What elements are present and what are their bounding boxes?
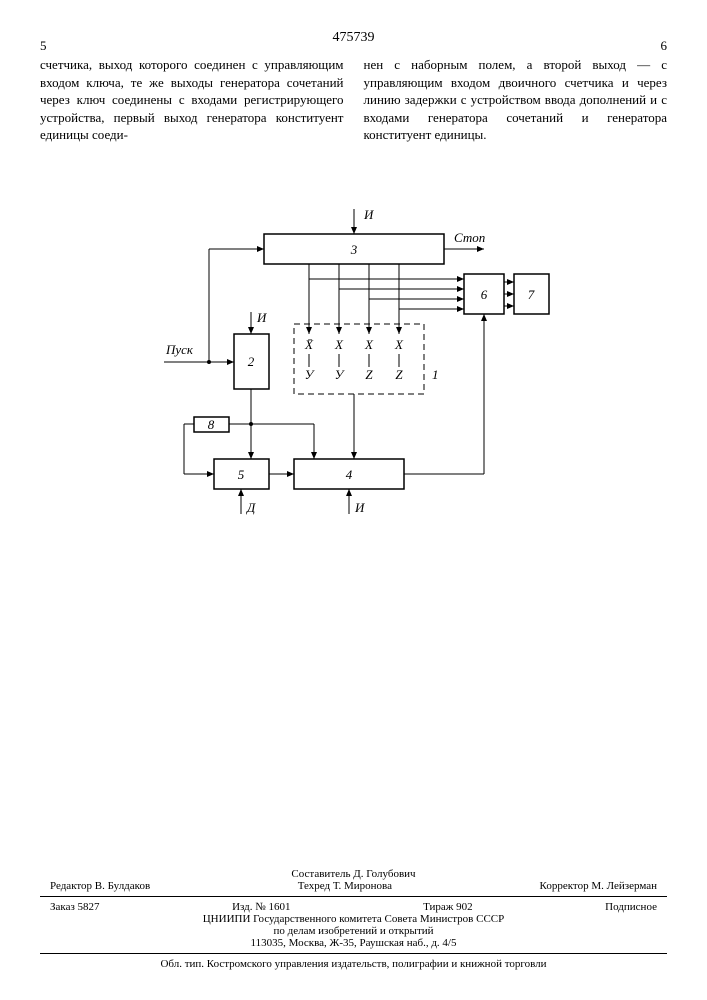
block-1-label: 1 <box>432 367 439 382</box>
left-column: счетчика, выход которого соединен с упра… <box>40 56 344 144</box>
text-columns: счетчика, выход которого соединен с упра… <box>40 56 667 144</box>
print: Обл. тип. Костромского управления издате… <box>40 958 667 970</box>
label-pusk: Пуск <box>165 342 194 357</box>
block-4-label: 4 <box>345 467 352 482</box>
techred: Техред Т. Миронова <box>298 880 392 892</box>
order: Заказ 5827 <box>50 901 100 913</box>
column-number-right: 6 <box>661 38 668 54</box>
compiler: Составитель Д. Голубович <box>40 868 667 880</box>
matrix-r1c2: X <box>334 337 344 352</box>
patent-number: 475739 <box>40 30 667 46</box>
matrix-r2c1: У <box>304 367 315 382</box>
block-7-label: 7 <box>527 287 534 302</box>
label-I-top: И <box>363 207 374 222</box>
corrector: Корректор М. Лейзерман <box>540 880 657 892</box>
label-stop: Стоп <box>454 230 485 245</box>
block-5-label: 5 <box>237 467 244 482</box>
block-diagram: 3 И Стоп 6 7 1 X̄ X X X У У Z Z 2 И <box>154 204 554 544</box>
label-I-b4: И <box>354 500 365 515</box>
matrix-r2c4: Z <box>395 367 403 382</box>
org3: 113035, Москва, Ж-35, Раушская наб., д. … <box>40 937 667 949</box>
matrix-r1c1: X̄ <box>304 337 314 352</box>
block-8-label: 8 <box>207 417 214 432</box>
matrix-r2c2: У <box>334 367 345 382</box>
block-6-label: 6 <box>480 287 487 302</box>
footer: Составитель Д. Голубович Редактор В. Бул… <box>40 868 667 970</box>
tirazh: Тираж 902 <box>423 901 473 913</box>
right-column: нен с наборным полем, а второй выход — с… <box>364 56 668 144</box>
block-3-label: 3 <box>349 242 357 257</box>
column-number-left: 5 <box>40 38 47 54</box>
matrix-r1c4: X <box>394 337 404 352</box>
matrix-r1c3: X <box>364 337 374 352</box>
label-I-b2: И <box>256 310 267 325</box>
editor: Редактор В. Булдаков <box>50 880 150 892</box>
block-2-label: 2 <box>247 354 254 369</box>
izd: Изд. № 1601 <box>232 901 290 913</box>
org1: ЦНИИПИ Государственного комитета Совета … <box>40 913 667 925</box>
matrix-r2c3: Z <box>365 367 373 382</box>
label-D: Д <box>245 500 256 515</box>
org2: по делам изобретений и открытий <box>40 925 667 937</box>
subscr: Подписное <box>605 901 657 913</box>
